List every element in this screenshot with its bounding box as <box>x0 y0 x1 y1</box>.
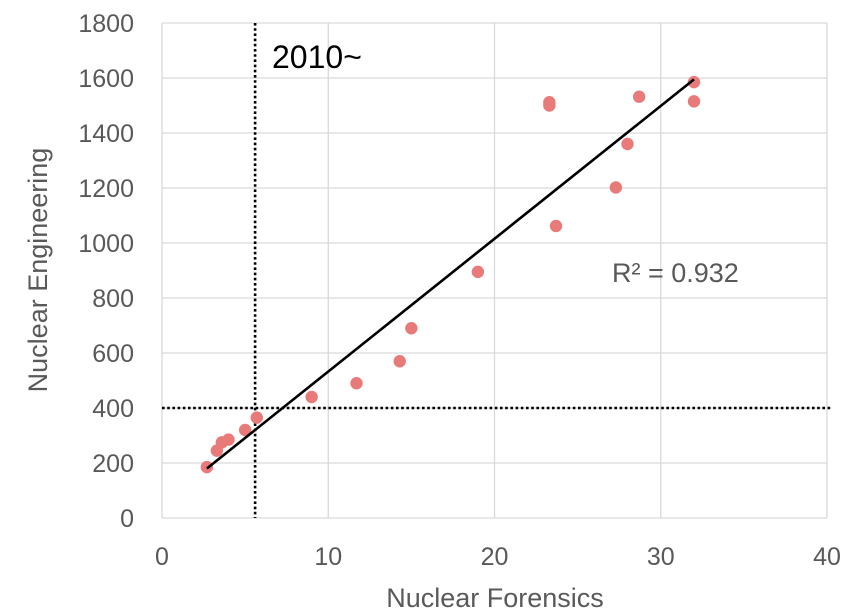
axes <box>161 23 827 519</box>
data-point <box>687 75 701 89</box>
data-point <box>222 433 235 446</box>
data-point <box>632 90 646 103</box>
period-annotation: 2010~ <box>272 39 362 75</box>
x-tick-labels: 0 10 20 30 40 <box>155 543 841 571</box>
data-point <box>250 411 263 424</box>
y-tick-label: 1400 <box>78 120 134 148</box>
data-point <box>471 265 485 279</box>
y-tick-label: 1600 <box>78 65 134 93</box>
data-point <box>350 377 363 390</box>
y-tick-label: 600 <box>92 340 134 368</box>
y-tick-labels: 0 200 400 600 800 1000 1200 1400 1600 1800 <box>78 10 134 533</box>
x-tick-label: 10 <box>314 543 342 571</box>
data-point <box>238 423 252 437</box>
y-tick-label: 200 <box>92 450 134 478</box>
y-tick-label: 0 <box>120 505 134 533</box>
reference-lines <box>162 23 831 518</box>
y-tick-label: 1000 <box>78 230 134 258</box>
data-points <box>200 75 701 474</box>
y-tick-label: 400 <box>92 395 134 423</box>
x-tick-label: 20 <box>481 543 509 571</box>
data-point <box>687 95 701 108</box>
x-tick-label: 30 <box>647 543 675 571</box>
y-tick-label: 800 <box>92 285 134 313</box>
data-point <box>393 355 406 368</box>
data-point <box>609 181 623 194</box>
data-point <box>621 137 634 151</box>
y-tick-label: 1800 <box>78 10 134 38</box>
x-tick-label: 0 <box>155 543 169 571</box>
r-squared-label: R² = 0.932 <box>612 258 739 288</box>
x-axis-title: Nuclear Forensics <box>386 583 604 612</box>
data-point <box>543 96 556 109</box>
data-point <box>405 322 418 335</box>
data-point <box>549 219 563 233</box>
x-tick-label: 40 <box>813 543 841 571</box>
data-point <box>305 390 318 404</box>
trendline <box>206 78 695 470</box>
y-axis-title: Nuclear Engineering <box>23 148 53 393</box>
trendline-group <box>206 78 695 470</box>
y-tick-label: 1200 <box>78 175 134 203</box>
